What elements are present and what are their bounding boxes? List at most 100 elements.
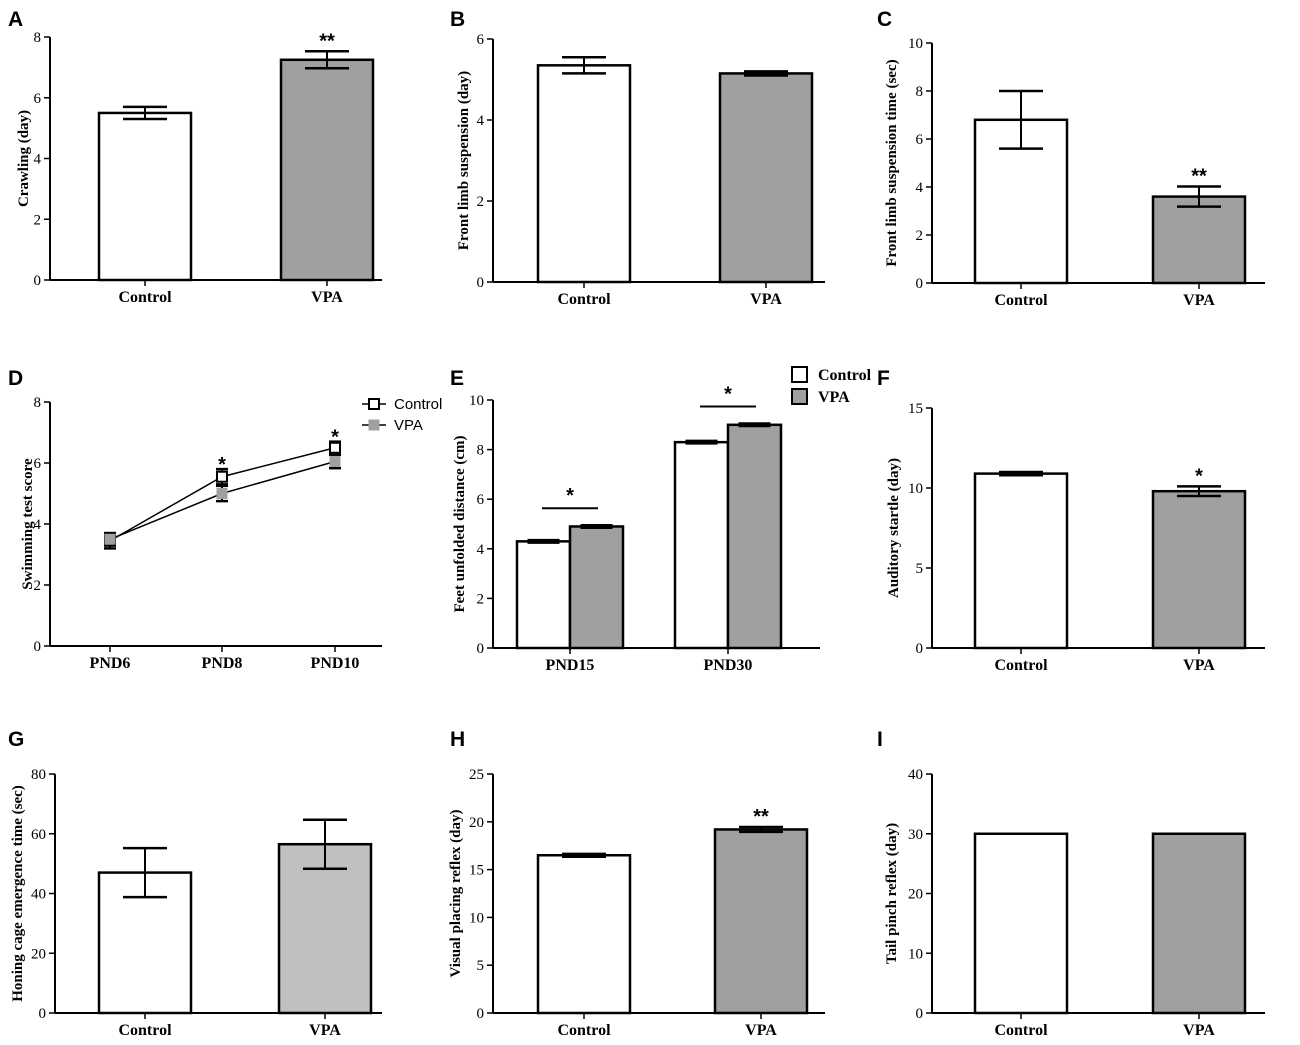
y-tick-label: 0 — [916, 641, 924, 657]
y-axis-label: Front limb suspension (day) — [456, 71, 472, 250]
data-point-control — [216, 470, 228, 483]
y-tick-label: 20 — [469, 815, 484, 831]
y-tick-label: 6 — [916, 132, 924, 148]
x-tick-label: Control — [994, 292, 1048, 309]
y-tick-label: 0 — [477, 275, 485, 291]
y-tick-label: 10 — [908, 946, 923, 962]
bar-control — [536, 854, 632, 1015]
y-tick-label: 6 — [477, 32, 485, 48]
y-axis-label: Tail pinch reflex (day) — [884, 823, 900, 964]
y-tick-label: 80 — [31, 767, 46, 783]
y-tick-label: 0 — [916, 1006, 924, 1022]
x-tick-label: PND15 — [546, 657, 595, 674]
x-tick-label: Control — [557, 1022, 611, 1039]
y-tick-label: 10 — [908, 36, 923, 52]
x-tick-label: PND8 — [202, 655, 243, 672]
x-tick-label: PND30 — [704, 657, 753, 674]
data-point-control — [329, 441, 341, 454]
y-tick-label: 8 — [477, 443, 485, 459]
y-tick-label: 40 — [908, 767, 923, 783]
x-tick-label: VPA — [750, 291, 782, 308]
y-tick-label: 2 — [477, 591, 485, 607]
y-tick-label: 20 — [31, 946, 46, 962]
bar-vpa — [713, 828, 809, 1015]
y-tick-label: 4 — [916, 180, 924, 196]
y-tick-label: 15 — [469, 863, 484, 879]
y-tick-label: 6 — [477, 492, 485, 508]
y-tick-label: 8 — [34, 30, 42, 46]
bar-vpa — [718, 72, 814, 284]
panel-label: D — [8, 367, 23, 390]
panel-label: H — [450, 728, 465, 751]
panel-label: F — [877, 367, 890, 390]
x-tick-label: Control — [557, 291, 611, 308]
significance-marker: * — [566, 485, 574, 507]
y-tick-label: 8 — [916, 84, 924, 100]
bar-vpa-pnd30 — [726, 423, 783, 650]
panel-c: C Front limb suspension time (sec) 0 2 4 6 8 10… — [877, 8, 1265, 309]
panel-h: H Visual placing reflex (day) 0 5 10 15 20 25 Co… — [448, 728, 825, 1039]
panel-a: A Crawling (day) 0 2 4 6 8 Control VPA ** — [8, 8, 382, 306]
bar-control-pnd30 — [673, 440, 730, 650]
x-tick-label: Control — [118, 1022, 172, 1039]
legend: Control VPA — [362, 396, 442, 434]
panel-f: F Auditory startle (day) 0 5 10 15 Control VPA * — [877, 367, 1265, 674]
y-tick-label: 0 — [39, 1006, 47, 1022]
x-tick-label: VPA — [745, 1022, 777, 1039]
y-tick-label: 10 — [469, 910, 484, 926]
y-axis-label: Crawling (day) — [16, 110, 32, 207]
y-tick-label: 8 — [34, 395, 42, 411]
x-tick-label: VPA — [1183, 292, 1215, 309]
y-axis-label: Auditory startle (day) — [886, 458, 902, 598]
bar-control — [973, 832, 1069, 1015]
y-tick-label: 6 — [34, 456, 42, 472]
y-tick-label: 10 — [908, 481, 923, 497]
y-tick-label: 10 — [469, 393, 484, 409]
x-tick-label: PND6 — [90, 655, 131, 672]
y-tick-label: 25 — [469, 767, 484, 783]
bar-vpa — [1151, 195, 1247, 285]
legend: Control VPA — [791, 366, 872, 406]
significance-marker: * — [218, 454, 226, 476]
y-tick-label: 5 — [916, 561, 924, 577]
y-tick-label: 4 — [477, 113, 485, 129]
significance-marker: ** — [1191, 166, 1207, 188]
y-tick-label: 0 — [34, 639, 42, 655]
y-tick-label: 15 — [908, 401, 923, 417]
legend-label: Control — [394, 396, 442, 413]
x-tick-label: Control — [994, 1022, 1048, 1039]
x-tick-label: VPA — [1183, 1022, 1215, 1039]
y-tick-label: 6 — [34, 91, 42, 107]
bar-vpa — [1151, 489, 1247, 650]
y-tick-label: 0 — [477, 641, 485, 657]
bar-vpa — [1151, 832, 1247, 1015]
panel-label: E — [450, 367, 464, 390]
significance-marker: ** — [319, 30, 335, 52]
y-tick-label: 30 — [908, 827, 923, 843]
y-tick-label: 0 — [477, 1006, 485, 1022]
legend-swatch-control — [791, 366, 808, 383]
y-tick-label: 4 — [34, 517, 42, 533]
data-point-vpa — [329, 455, 341, 467]
y-tick-label: 4 — [477, 542, 485, 558]
panel-label: I — [877, 728, 883, 751]
bar-vpa-pnd15 — [568, 525, 625, 650]
bar-control — [536, 64, 632, 284]
y-tick-label: 0 — [916, 276, 924, 292]
y-axis-label: Feet unfolded distance (cm) — [452, 435, 468, 612]
panel-label: C — [877, 8, 892, 31]
y-tick-label: 2 — [916, 228, 924, 244]
panel-label: A — [8, 8, 23, 31]
y-axis-label: Visual placing reflex (day) — [448, 810, 464, 978]
y-tick-label: 2 — [34, 578, 42, 594]
panel-e: E Feet unfolded distance (cm) 0 2 4 6 8 10 PND15… — [450, 366, 872, 674]
bar-control — [97, 111, 193, 282]
panel-g: G Honing cage emergence time (sec) 0 20 40 60… — [8, 728, 382, 1039]
x-tick-label: PND10 — [311, 655, 360, 672]
panel-label: B — [450, 8, 465, 31]
legend-label: Control — [818, 367, 872, 384]
legend-marker-control — [368, 398, 380, 410]
y-tick-label: 0 — [34, 273, 42, 289]
y-axis-label: Front limb suspension time (sec) — [884, 59, 900, 266]
y-tick-label: 20 — [908, 887, 923, 903]
